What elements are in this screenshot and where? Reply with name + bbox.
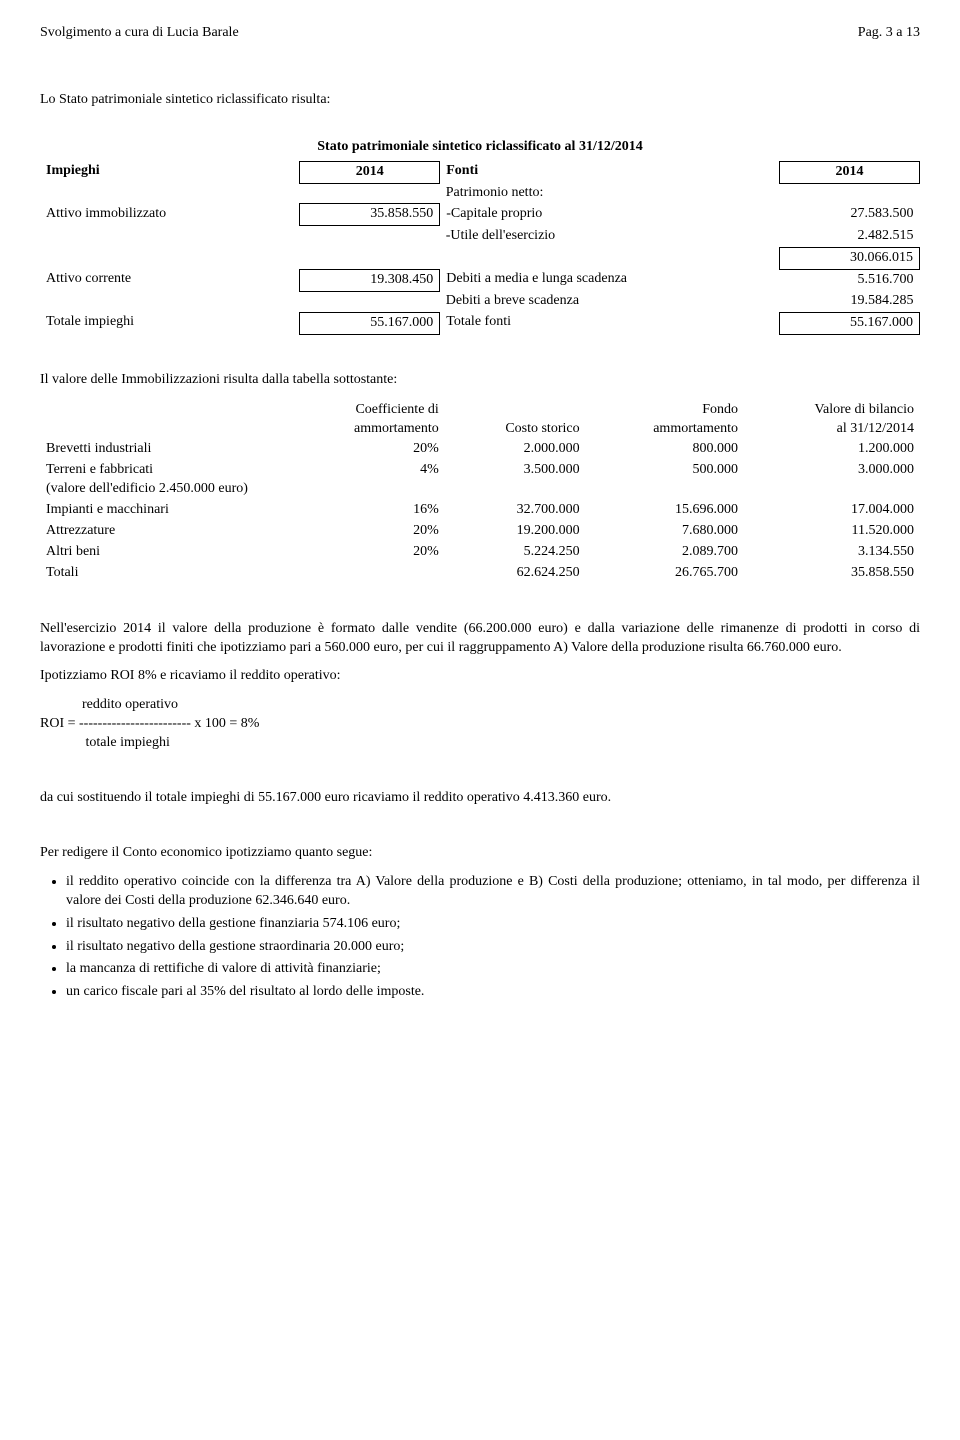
row-coef: 20% <box>304 439 445 460</box>
list-item: un carico fiscale pari al 35% del risult… <box>66 983 920 1002</box>
row-fondo: 500.000 <box>586 460 744 500</box>
totale-impieghi-label: Totale impieghi <box>40 312 300 334</box>
row-valore: 1.200.000 <box>744 439 920 460</box>
table-row: Altri beni20%5.224.2502.089.7003.134.550 <box>40 542 920 563</box>
row-valore: 3.134.550 <box>744 542 920 563</box>
row-valore: 11.520.000 <box>744 521 920 542</box>
row-label: Totali <box>40 563 304 584</box>
row-fondo: 15.696.000 <box>586 500 744 521</box>
row-valore: 17.004.000 <box>744 500 920 521</box>
hdr-fondo: Fondo ammortamento <box>586 400 744 440</box>
row-label: Brevetti industriali <box>40 439 304 460</box>
row-valore: 35.858.550 <box>744 563 920 584</box>
row-coef <box>304 563 445 584</box>
row-costo: 3.500.000 <box>445 460 586 500</box>
utile-value: 2.482.515 <box>780 226 920 247</box>
row-fondo: 2.089.700 <box>586 542 744 563</box>
row-coef: 16% <box>304 500 445 521</box>
row-costo: 19.200.000 <box>445 521 586 542</box>
formula-line-3: totale impieghi <box>40 734 920 753</box>
row-label: Attrezzature <box>40 521 304 542</box>
immobilizzazioni-table: Coefficiente di ammortamento Costo stori… <box>40 400 920 584</box>
subtotal-patrimonio: 30.066.015 <box>780 247 920 269</box>
row-costo: 32.700.000 <box>445 500 586 521</box>
totale-impieghi-value: 55.167.000 <box>300 312 440 334</box>
para-conto-economico: Per redigere il Conto economico ipotizzi… <box>40 844 920 863</box>
row-label <box>40 183 300 204</box>
row-label: Altri beni <box>40 542 304 563</box>
attivo-corrente-label: Attivo corrente <box>40 269 300 291</box>
row-label: Terreni e fabbricati (valore dell'edific… <box>40 460 304 500</box>
row-valore: 3.000.000 <box>744 460 920 500</box>
para-roi-intro: Ipotizziamo ROI 8% e ricaviamo il reddit… <box>40 667 920 686</box>
intro-text: Lo Stato patrimoniale sintetico riclassi… <box>40 91 920 110</box>
row-label: Impianti e macchinari <box>40 500 304 521</box>
debiti-breve-value: 19.584.285 <box>780 291 920 312</box>
col-impieghi-year: 2014 <box>300 161 440 183</box>
debiti-lunga-value: 5.516.700 <box>780 269 920 291</box>
table-row: Impianti e macchinari16%32.700.00015.696… <box>40 500 920 521</box>
roi-formula: reddito operativo ROI = ----------------… <box>40 696 920 753</box>
debiti-lunga-label: Debiti a media e lunga scadenza <box>440 269 780 291</box>
para-reddito-operativo: da cui sostituendo il totale impieghi di… <box>40 789 920 808</box>
utile-label: -Utile dell'esercizio <box>440 226 780 247</box>
row-coef: 20% <box>304 521 445 542</box>
list-item: la mancanza di rettifiche di valore di a… <box>66 960 920 979</box>
row-costo: 5.224.250 <box>445 542 586 563</box>
hdr-costo: Costo storico <box>445 400 586 440</box>
formula-line-2: ROI = ------------------------ x 100 = 8… <box>40 715 920 734</box>
para-produzione: Nell'esercizio 2014 il valore della prod… <box>40 620 920 658</box>
row-fondo: 26.765.700 <box>586 563 744 584</box>
row-coef: 4% <box>304 460 445 500</box>
patrimoniale-table: Impieghi 2014 Fonti 2014 Patrimonio nett… <box>40 161 920 335</box>
debiti-breve-label: Debiti a breve scadenza <box>440 291 780 312</box>
col-impieghi-header: Impieghi <box>40 161 300 183</box>
formula-line-1: reddito operativo <box>40 696 920 715</box>
col-fonti-header: Fonti <box>440 161 780 183</box>
col-fonti-year: 2014 <box>780 161 920 183</box>
header-left: Svolgimento a cura di Lucia Barale <box>40 24 239 43</box>
list-item: il risultato negativo della gestione fin… <box>66 915 920 934</box>
row-val <box>780 183 920 204</box>
list-item: il risultato negativo della gestione str… <box>66 938 920 957</box>
row-costo: 2.000.000 <box>445 439 586 460</box>
row-fondo: 7.680.000 <box>586 521 744 542</box>
assumptions-list: il reddito operativo coincide con la dif… <box>40 873 920 1002</box>
patrimonio-netto-label: Patrimonio netto: <box>440 183 780 204</box>
page-header: Svolgimento a cura di Lucia Barale Pag. … <box>40 24 920 43</box>
list-item: il reddito operativo coincide con la dif… <box>66 873 920 911</box>
header-right: Pag. 3 a 13 <box>858 24 920 43</box>
table-row: Attrezzature20%19.200.0007.680.00011.520… <box>40 521 920 542</box>
totale-fonti-label: Totale fonti <box>440 312 780 334</box>
hdr-valore: Valore di bilancio al 31/12/2014 <box>744 400 920 440</box>
capitale-proprio-label: -Capitale proprio <box>440 204 780 226</box>
capitale-proprio-value: 27.583.500 <box>780 204 920 226</box>
table-row: Terreni e fabbricati (valore dell'edific… <box>40 460 920 500</box>
attivo-immobilizzato-label: Attivo immobilizzato <box>40 204 300 226</box>
row-costo: 62.624.250 <box>445 563 586 584</box>
hdr-coef: Coefficiente di ammortamento <box>304 400 445 440</box>
patrimoniale-title: Stato patrimoniale sintetico riclassific… <box>40 138 920 157</box>
row-fondo: 800.000 <box>586 439 744 460</box>
table-row: Brevetti industriali20%2.000.000800.0001… <box>40 439 920 460</box>
attivo-immobilizzato-value: 35.858.550 <box>300 204 440 226</box>
attivo-corrente-value: 19.308.450 <box>300 269 440 291</box>
row-val <box>300 183 440 204</box>
immob-intro: Il valore delle Immobilizzazioni risulta… <box>40 371 920 390</box>
row-coef: 20% <box>304 542 445 563</box>
table-row: Totali 62.624.25026.765.70035.858.550 <box>40 563 920 584</box>
totale-fonti-value: 55.167.000 <box>780 312 920 334</box>
